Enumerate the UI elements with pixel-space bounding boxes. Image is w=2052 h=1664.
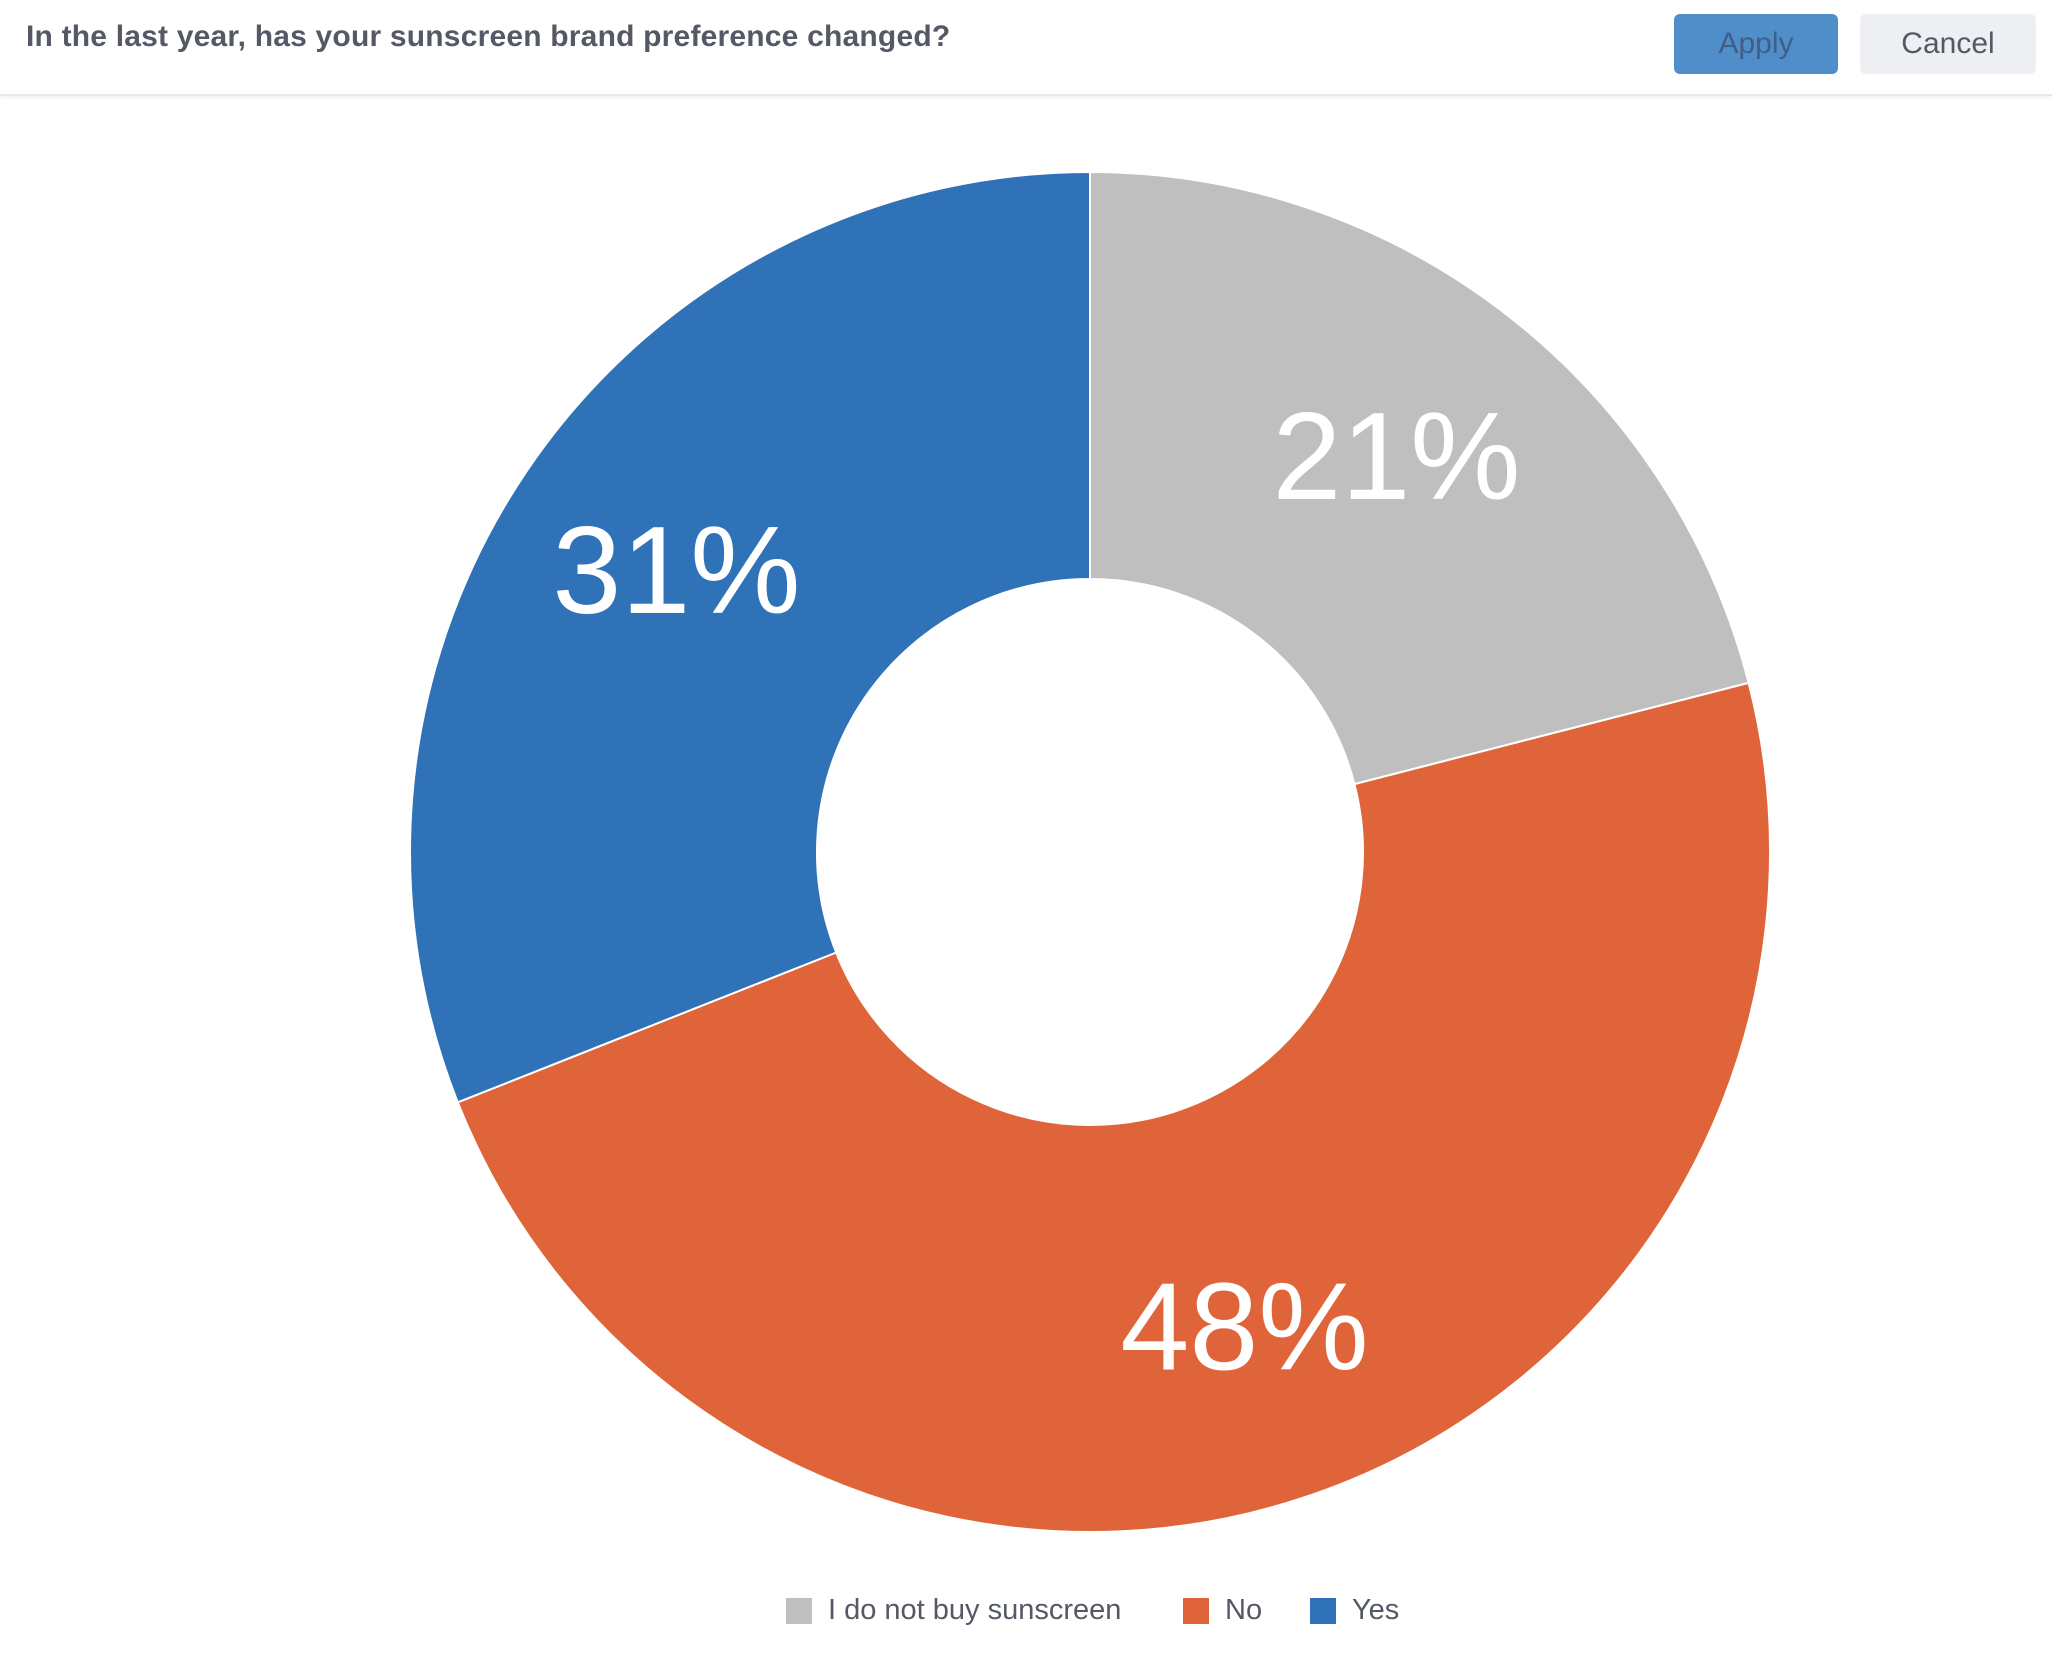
slice-no[interactable] [456,681,1772,1533]
legend-label: Yes [1352,1594,1400,1626]
legend-item-i-do-not-buy-sunscreen[interactable]: I do not buy sunscreen [786,1594,1121,1627]
question-title: In the last year, has your sunscreen bra… [26,20,951,53]
slice-yes[interactable] [409,170,1091,1104]
legend-item-no[interactable]: No [1183,1594,1262,1627]
slice-i-do-not-buy-sunscreen[interactable] [1089,170,1750,786]
legend-swatch [786,1597,812,1624]
legend-swatch [1310,1597,1336,1624]
slice-label-yes: 31% [552,502,800,640]
legend-label: No [1225,1594,1263,1626]
cancel-button[interactable]: Cancel [1860,14,2036,74]
donut-chart: 21% 48% 31% [409,170,1772,1533]
slice-label-no: 48% [1120,1259,1368,1397]
apply-button[interactable]: Apply [1674,14,1838,74]
legend-item-yes[interactable]: Yes [1310,1594,1399,1627]
legend-label: I do not buy sunscreen [828,1594,1122,1626]
top-bar: In the last year, has your sunscreen bra… [0,0,2052,96]
slice-label-i-do-not-buy-sunscreen: 21% [1272,388,1520,526]
chart-legend: I do not buy sunscreen No Yes [0,1594,2052,1634]
legend-swatch [1183,1597,1209,1624]
